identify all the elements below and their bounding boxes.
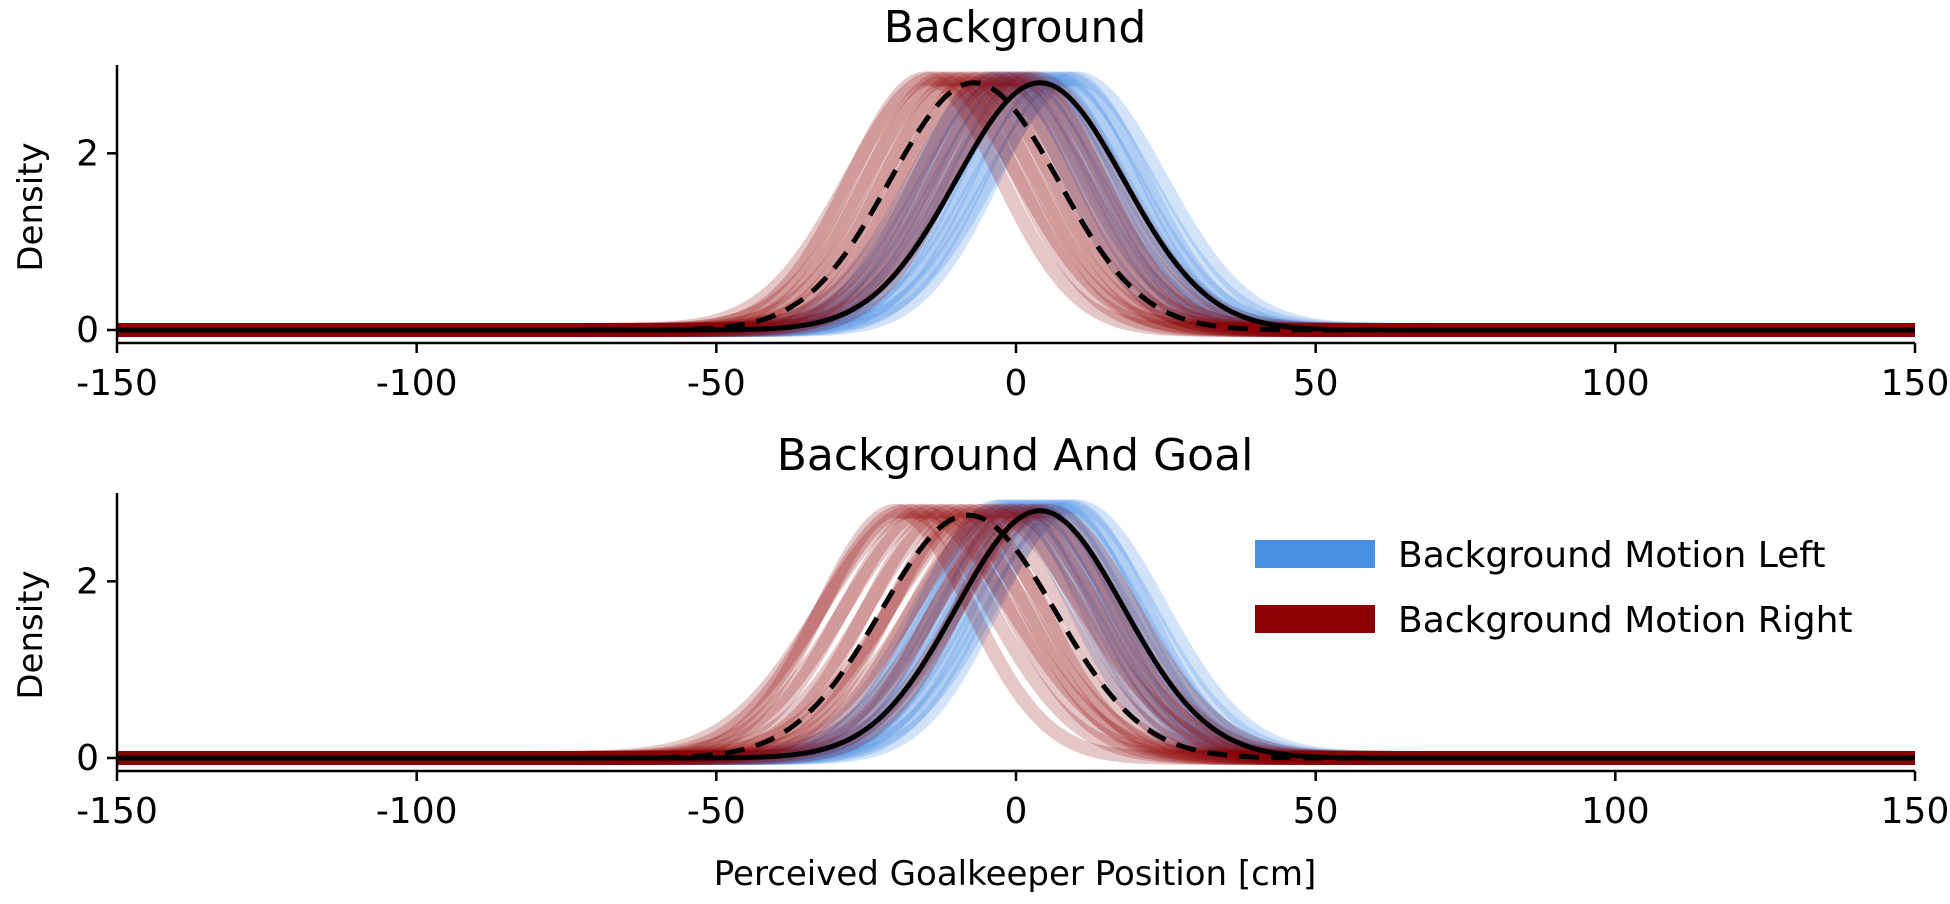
y-axis-label: Density (11, 570, 51, 699)
x-tick-label: 100 (1581, 363, 1650, 404)
curve-group (116, 499, 1916, 765)
x-tick-label: -150 (76, 363, 158, 404)
x-tick-label: 150 (1881, 363, 1950, 404)
x-tick-label: 100 (1581, 791, 1650, 832)
y-tick-label: 2 (76, 561, 99, 602)
y-axis-label: Density (11, 142, 51, 271)
panel-background: Background Density 0 2 -150 -100 -50 0 50 100 15… (11, 2, 1949, 404)
x-tick-label: -150 (76, 791, 158, 832)
panel-title: Background And Goal (777, 430, 1254, 481)
axes: 0 2 -150 -100 -50 0 50 100 150 (76, 65, 1949, 404)
y-tick-label: 0 (76, 310, 99, 351)
panel-background-and-goal: Background And Goal Density Perceived Go… (11, 430, 1949, 894)
x-axis-label: Perceived Goalkeeper Position [cm] (714, 854, 1317, 894)
y-tick-label: 2 (76, 133, 99, 174)
mean-curve-right (117, 80, 1915, 333)
axes: 0 2 -150 -100 -50 0 50 100 150 (76, 493, 1949, 832)
panel-title: Background (884, 2, 1147, 53)
mean-curve-right (117, 512, 1915, 761)
x-tick-label: 0 (1005, 791, 1028, 832)
curve-group (116, 71, 1916, 337)
y-tick-label: 0 (76, 738, 99, 779)
legend-label: Background Motion Left (1398, 535, 1825, 576)
legend-swatch-left (1255, 540, 1375, 568)
x-tick-label: -100 (376, 363, 458, 404)
legend: Background Motion Left Background Motion… (1255, 535, 1853, 641)
legend-swatch-right (1255, 605, 1375, 633)
legend-label: Background Motion Right (1398, 600, 1853, 641)
x-tick-label: 50 (1293, 363, 1339, 404)
x-tick-label: -50 (687, 791, 746, 832)
x-tick-label: 150 (1881, 791, 1950, 832)
x-tick-label: -50 (687, 363, 746, 404)
x-tick-label: 50 (1293, 791, 1339, 832)
x-tick-label: 0 (1005, 363, 1028, 404)
x-tick-label: -100 (376, 791, 458, 832)
